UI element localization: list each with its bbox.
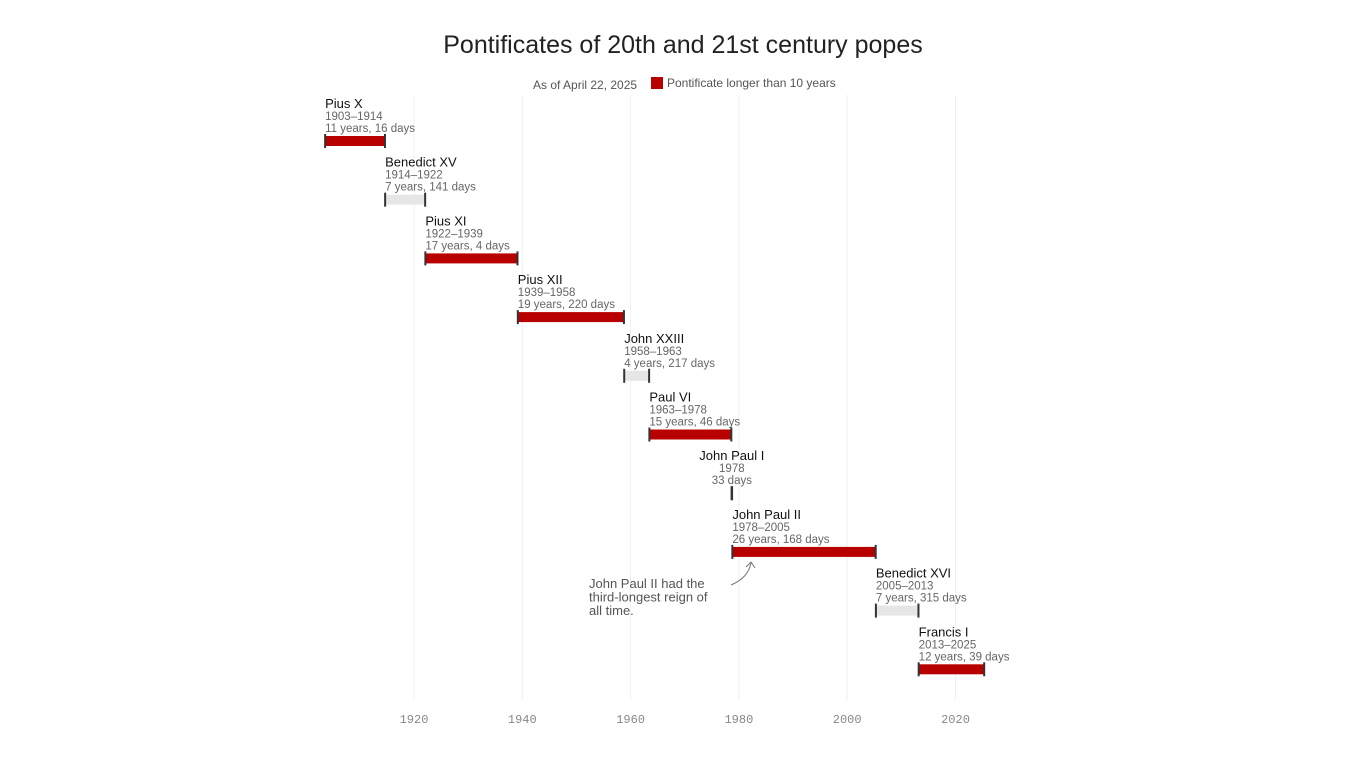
pope-years: 1978	[719, 463, 745, 475]
chart-title: Pontificates of 20th and 21st century po…	[443, 31, 923, 59]
pope-years: 1922–1939	[425, 228, 483, 240]
pope-duration: 15 years, 46 days	[649, 417, 740, 429]
pope-name: Pius XII	[518, 272, 563, 287]
pope-name: John XXIII	[624, 331, 684, 346]
x-tick-label: 1960	[616, 713, 645, 727]
annotation-text: third-longest reign of	[589, 590, 708, 605]
legend-label: Pontificate longer than 10 years	[667, 76, 836, 90]
legend-swatch	[651, 77, 663, 89]
x-tick-label: 1940	[508, 713, 537, 727]
pope-name: Francis I	[919, 624, 969, 639]
annotation-text: John Paul II had the	[589, 576, 705, 591]
pope-name: John Paul II	[732, 507, 801, 522]
annotation-arrow	[730, 562, 752, 586]
reign-bar	[517, 312, 624, 323]
annotation-arrowhead	[745, 561, 756, 569]
pope-name: Pius XI	[425, 213, 466, 228]
pope-years: 2005–2013	[876, 581, 934, 593]
x-tick-label: 1920	[400, 713, 429, 727]
pope-years: 1914–1922	[385, 170, 443, 182]
reign-bar	[649, 429, 732, 440]
reign-bar	[875, 605, 919, 616]
chart-subtitle: As of April 22, 2025	[533, 78, 638, 92]
pope-duration: 26 years, 168 days	[732, 534, 829, 546]
pope-years: 1939–1958	[518, 287, 576, 299]
reign-bar	[732, 546, 876, 557]
pope-duration: 7 years, 141 days	[385, 182, 476, 194]
pope-years: 2013–2025	[919, 639, 977, 651]
pope-duration: 17 years, 4 days	[425, 240, 510, 252]
x-tick-label: 2000	[833, 713, 862, 727]
pope-duration: 7 years, 315 days	[876, 593, 967, 605]
legend: Pontificate longer than 10 years	[651, 76, 836, 90]
pope-years: 1963–1978	[649, 405, 707, 417]
reign-bar	[385, 194, 426, 205]
pope-name: John Paul I	[699, 448, 764, 463]
pope-name: Pius X	[325, 96, 363, 111]
x-tick-label: 1980	[724, 713, 753, 727]
pope-name: Benedict XV	[385, 155, 457, 170]
pope-years: 1958–1963	[624, 346, 682, 358]
pope-duration: 11 years, 16 days	[325, 123, 415, 135]
reign-bar	[425, 253, 518, 264]
pope-years: 1978–2005	[732, 522, 790, 534]
pope-name: Paul VI	[649, 390, 691, 405]
pope-duration: 33 days	[712, 475, 753, 487]
pope-duration: 12 years, 39 days	[919, 651, 1010, 663]
pope-name: Benedict XVI	[876, 566, 951, 581]
pope-duration: 19 years, 220 days	[518, 299, 615, 311]
annotation-text: all time.	[589, 603, 634, 618]
x-tick-label: 2020	[941, 713, 970, 727]
pope-duration: 4 years, 217 days	[624, 358, 715, 370]
reign-bar	[918, 664, 985, 675]
pope-years: 1903–1914	[325, 111, 383, 123]
reign-bar	[624, 370, 650, 381]
reign-bar	[325, 136, 385, 146]
